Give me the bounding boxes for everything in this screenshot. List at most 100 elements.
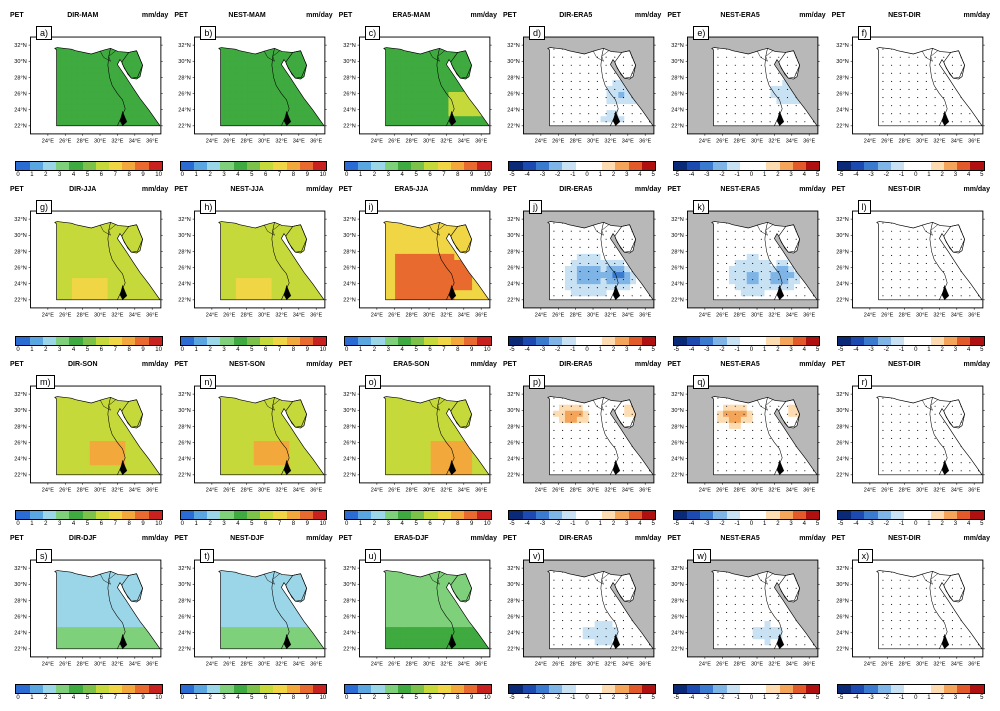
map-svg: 24°E26°E28°E30°E32°E34°E36°E22°N24°N26°N…	[832, 20, 990, 160]
ytick-label: 24°N	[343, 108, 355, 114]
cbar-tick: 0	[181, 521, 184, 527]
ytick-label: 32°N	[507, 566, 519, 572]
xtick-label: 24°E	[863, 138, 875, 144]
cbar-tick: -4	[853, 172, 858, 178]
panel-x: PETNEST-DIRmm/day24°E26°E28°E30°E32°E34°…	[832, 535, 990, 701]
xtick-label: 30°E	[94, 313, 106, 319]
cbar-tick: 6	[264, 347, 267, 353]
xtick-label: 26°E	[224, 313, 236, 319]
cbar-tick: -2	[719, 695, 724, 701]
xtick-label: 24°E	[42, 313, 54, 319]
xtick-label: 30°E	[423, 313, 435, 319]
colorbar: -5-4-3-2-1012345	[503, 161, 661, 178]
cbar-tick: 5	[652, 347, 655, 353]
ytick-label: 28°N	[343, 75, 355, 81]
panel-n: PETNEST-SONmm/day24°E26°E28°E30°E32°E34°…	[174, 361, 332, 527]
yaxis-label: PET	[10, 12, 24, 19]
xtick-label: 24°E	[42, 487, 54, 493]
xtick-label: 28°E	[405, 313, 417, 319]
ytick-label: 26°N	[507, 614, 519, 620]
xtick-label: 36°E	[475, 313, 487, 319]
xtick-label: 32°E	[111, 313, 123, 319]
cbar-tick: 8	[456, 172, 459, 178]
cbar-tick: 10	[484, 347, 491, 353]
cbar-tick: 9	[141, 695, 144, 701]
cbar-tick: -3	[704, 521, 709, 527]
cbar-tick: 6	[264, 521, 267, 527]
panel-m: PETDIR-SONmm/day24°E26°E28°E30°E32°E34°E…	[10, 361, 168, 527]
xtick-label: 30°E	[751, 487, 763, 493]
xtick-label: 26°E	[59, 138, 71, 144]
xtick-label: 34°E	[950, 313, 962, 319]
cbar-tick: 1	[927, 172, 930, 178]
panel-letter: w)	[693, 549, 711, 563]
colorbar: -5-4-3-2-1012345	[832, 510, 990, 527]
panel-title: DIR-DJF	[69, 535, 97, 542]
cbar-tick: 5	[414, 521, 417, 527]
ytick-label: 28°N	[14, 598, 26, 604]
cbar-tick: 8	[456, 521, 459, 527]
cbar-tick: 2	[373, 695, 376, 701]
cbar-tick: 1	[30, 521, 33, 527]
cbar-tick: 0	[16, 347, 19, 353]
map-svg: 24°E26°E28°E30°E32°E34°E36°E22°N24°N26°N…	[667, 543, 825, 683]
cbar-tick: 3	[58, 172, 61, 178]
xtick-label: 24°E	[699, 487, 711, 493]
panel-letter: j)	[529, 200, 542, 214]
cbar-tick: 6	[428, 521, 431, 527]
cbar-tick: 2	[44, 695, 47, 701]
xtick-label: 34°E	[457, 138, 469, 144]
ytick-label: 24°N	[507, 630, 519, 636]
cbar-tick: 10	[320, 347, 327, 353]
xtick-label: 30°E	[587, 487, 599, 493]
ytick-label: 30°N	[343, 59, 355, 65]
cbar-tick: 7	[278, 172, 281, 178]
map-wrap: 24°E26°E28°E30°E32°E34°E36°E22°N24°N26°N…	[339, 194, 497, 334]
cbar-tick: -5	[838, 695, 843, 701]
ytick-label: 26°N	[14, 266, 26, 272]
cbar-tick: 3	[387, 172, 390, 178]
units-label: mm/day	[142, 186, 168, 193]
xtick-label: 36°E	[968, 661, 980, 667]
panel-letter: l)	[858, 200, 871, 214]
panel-s: PETDIR-DJFmm/day24°E26°E28°E30°E32°E34°E…	[10, 535, 168, 701]
ytick-label: 22°N	[507, 646, 519, 652]
ytick-label: 32°N	[672, 566, 684, 572]
ytick-label: 30°N	[507, 582, 519, 588]
cbar-tick: 5	[250, 172, 253, 178]
xtick-label: 34°E	[293, 313, 305, 319]
cbar-tick: 0	[914, 521, 917, 527]
cbar-tick: 8	[127, 695, 130, 701]
cbar-tick: 0	[16, 521, 19, 527]
ytick-label: 30°N	[507, 59, 519, 65]
panel-letter: g)	[36, 200, 52, 214]
ytick-label: 24°N	[179, 108, 191, 114]
cbar-tick: -5	[674, 695, 679, 701]
ytick-label: 30°N	[343, 408, 355, 414]
xtick-label: 28°E	[898, 313, 910, 319]
xtick-label: 28°E	[570, 487, 582, 493]
ytick-label: 30°N	[507, 408, 519, 414]
cbar-tick: 1	[195, 695, 198, 701]
cbar-tick: 2	[208, 695, 211, 701]
ytick-label: 26°N	[14, 91, 26, 97]
cbar-tick: 1	[927, 347, 930, 353]
xtick-label: 30°E	[94, 138, 106, 144]
map-svg: 24°E26°E28°E30°E32°E34°E36°E22°N24°N26°N…	[503, 369, 661, 509]
panel-letter: k)	[693, 200, 709, 214]
panel-letter: r)	[858, 375, 872, 389]
cbar-tick: 5	[86, 347, 89, 353]
xtick-label: 28°E	[405, 661, 417, 667]
ytick-label: 32°N	[343, 566, 355, 572]
panel-k: PETNEST-ERA5mm/day24°E26°E28°E30°E32°E34…	[667, 186, 825, 352]
cbar-tick: 5	[980, 172, 983, 178]
map-wrap: 24°E26°E28°E30°E32°E34°E36°E22°N24°N26°N…	[667, 194, 825, 334]
colorbar: 012345678910	[174, 336, 332, 353]
xtick-label: 32°E	[111, 487, 123, 493]
xtick-label: 36°E	[310, 138, 322, 144]
xtick-label: 24°E	[863, 487, 875, 493]
cbar-tick: -4	[525, 347, 530, 353]
colorbar: -5-4-3-2-1012345	[667, 684, 825, 701]
colorbar: -5-4-3-2-1012345	[503, 510, 661, 527]
cbar-tick: 3	[222, 172, 225, 178]
